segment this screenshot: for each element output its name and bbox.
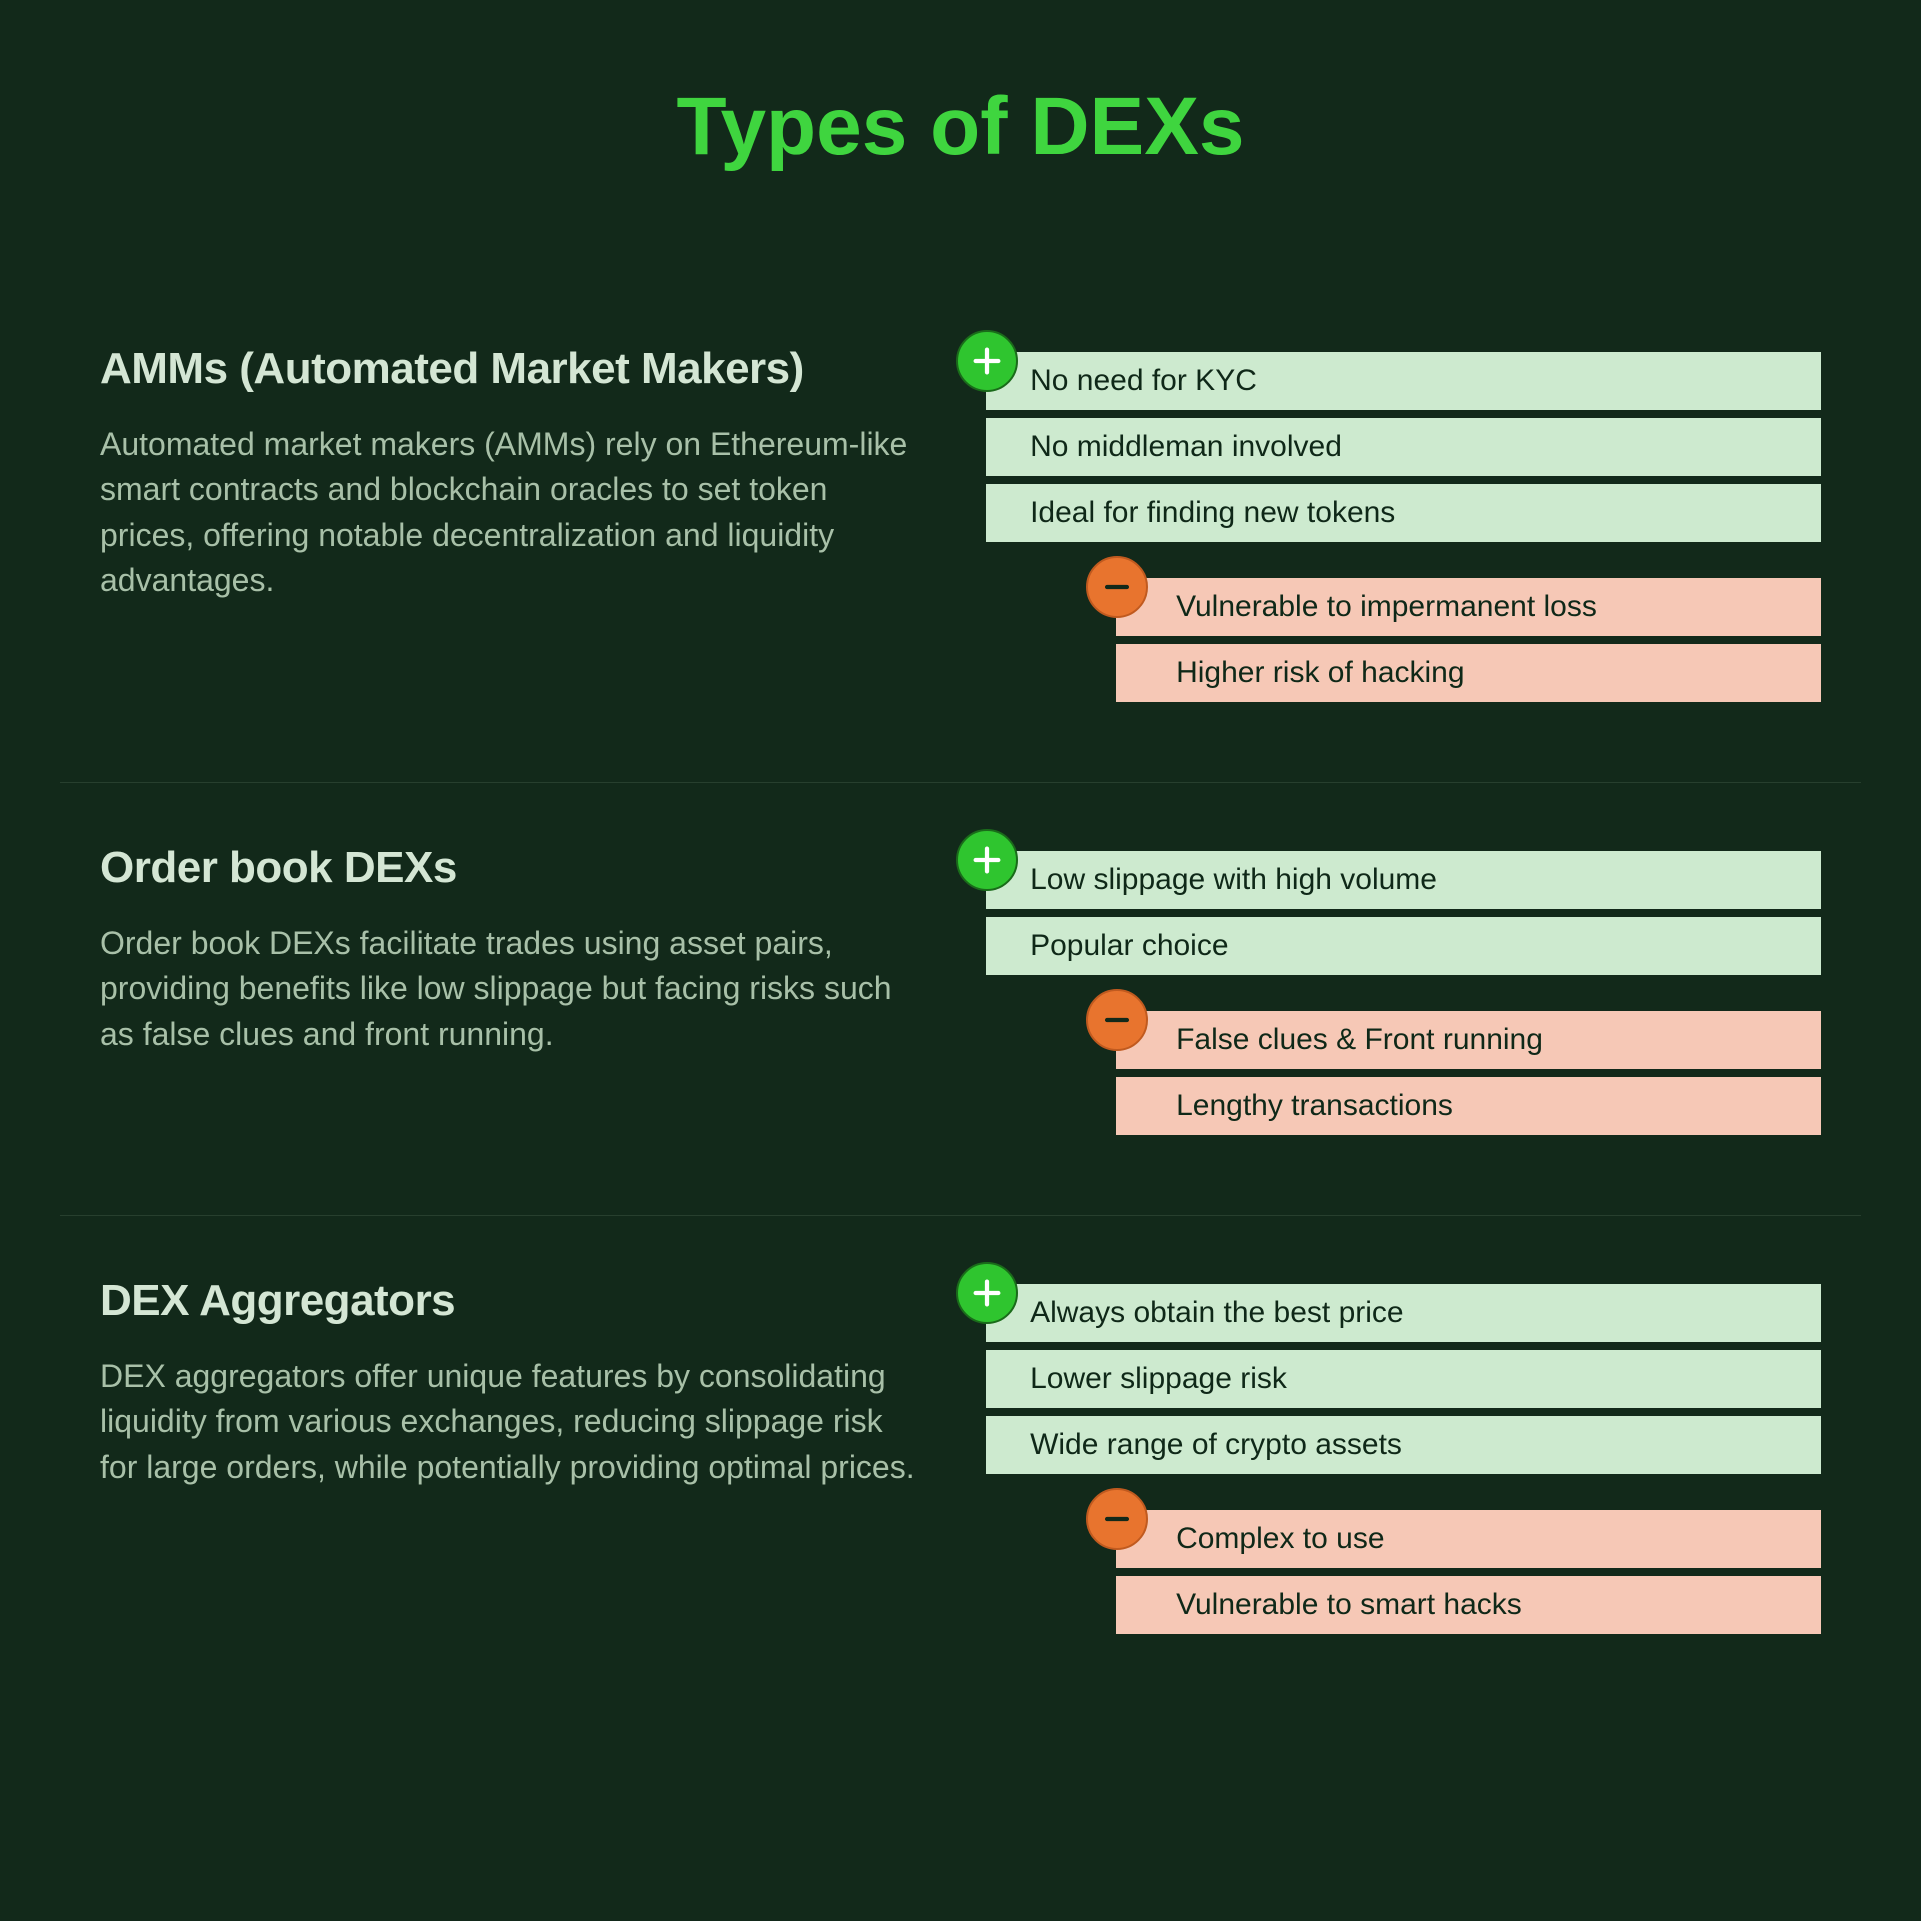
con-bar: Complex to use [1116, 1510, 1821, 1568]
section: AMMs (Automated Market Makers) Automated … [60, 284, 1861, 783]
section: DEX Aggregators DEX aggregators offer uni… [60, 1216, 1861, 1714]
plus-icon [956, 1262, 1018, 1324]
sections-container: AMMs (Automated Market Makers) Automated … [60, 284, 1861, 1714]
plus-icon [956, 829, 1018, 891]
plus-icon [956, 330, 1018, 392]
section-left: DEX Aggregators DEX aggregators offer uni… [100, 1276, 926, 1634]
section-description: DEX aggregators offer unique features by… [100, 1354, 926, 1490]
cons-block: Vulnerable to impermanent loss Higher ris… [1116, 578, 1821, 702]
pro-bar: No need for KYC [986, 352, 1821, 410]
section: Order book DEXs Order book DEXs facilitat… [60, 783, 1861, 1216]
pros-block: No need for KYC No middleman involved Idea… [986, 352, 1821, 542]
page-title: Types of DEXs [60, 80, 1861, 174]
pros-block: Low slippage with high volume Popular cho… [986, 851, 1821, 975]
con-bar: Vulnerable to smart hacks [1116, 1576, 1821, 1634]
section-left: AMMs (Automated Market Makers) Automated … [100, 344, 926, 702]
pro-bar: Wide range of crypto assets [986, 1416, 1821, 1474]
con-bar: Vulnerable to impermanent loss [1116, 578, 1821, 636]
cons-block: False clues & Front running Lengthy trans… [1116, 1011, 1821, 1135]
pro-bar: No middleman involved [986, 418, 1821, 476]
con-bar: Lengthy transactions [1116, 1077, 1821, 1135]
section-description: Order book DEXs facilitate trades using … [100, 921, 926, 1057]
pro-bar: Lower slippage risk [986, 1350, 1821, 1408]
con-bar: False clues & Front running [1116, 1011, 1821, 1069]
pro-bar: Popular choice [986, 917, 1821, 975]
section-heading: AMMs (Automated Market Makers) [100, 344, 926, 394]
section-right: Always obtain the best price Lower slippa… [986, 1276, 1821, 1634]
con-bar: Higher risk of hacking [1116, 644, 1821, 702]
cons-block: Complex to use Vulnerable to smart hacks [1116, 1510, 1821, 1634]
pro-bar: Ideal for finding new tokens [986, 484, 1821, 542]
pro-bar: Always obtain the best price [986, 1284, 1821, 1342]
section-heading: DEX Aggregators [100, 1276, 926, 1326]
pro-bar: Low slippage with high volume [986, 851, 1821, 909]
minus-icon [1086, 556, 1148, 618]
minus-icon [1086, 1488, 1148, 1550]
pros-block: Always obtain the best price Lower slippa… [986, 1284, 1821, 1474]
section-right: Low slippage with high volume Popular cho… [986, 843, 1821, 1135]
section-left: Order book DEXs Order book DEXs facilitat… [100, 843, 926, 1135]
section-heading: Order book DEXs [100, 843, 926, 893]
section-description: Automated market makers (AMMs) rely on E… [100, 422, 926, 604]
minus-icon [1086, 989, 1148, 1051]
section-right: No need for KYC No middleman involved Idea… [986, 344, 1821, 702]
